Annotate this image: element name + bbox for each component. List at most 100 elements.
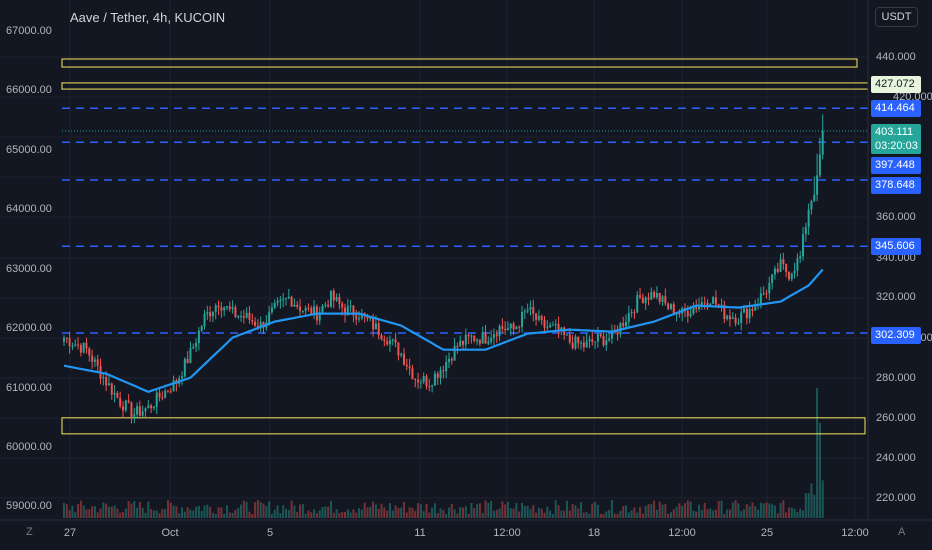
volume-bar	[734, 500, 737, 518]
volume-bar	[456, 513, 459, 518]
candle-body	[751, 309, 754, 311]
candle-body	[225, 306, 228, 308]
volume-bar	[428, 512, 431, 518]
volume-bar	[695, 511, 698, 518]
volume-bar	[124, 508, 127, 518]
candle-body	[301, 311, 304, 313]
candle-body	[346, 306, 349, 315]
volume-bar	[293, 505, 296, 518]
candle-body	[672, 304, 675, 315]
candle-body	[512, 323, 515, 330]
candle-body	[546, 327, 549, 329]
candle-body	[605, 340, 608, 346]
volume-bar	[211, 512, 214, 518]
volume-bar	[684, 503, 687, 518]
volume-bar	[773, 505, 776, 518]
price-tag-level: 345.606	[871, 238, 921, 255]
volume-bar	[759, 502, 762, 518]
volume-bar	[360, 509, 363, 518]
volume-bar	[450, 503, 453, 518]
candle-body	[338, 297, 341, 304]
volume-bar	[779, 502, 782, 518]
volume-bar	[807, 492, 810, 518]
candle-body	[717, 304, 720, 307]
candle-body	[782, 259, 785, 264]
volume-bar	[341, 511, 344, 518]
candle-body	[150, 405, 153, 409]
candle-body	[577, 336, 580, 344]
zoom-button[interactable]: Z	[26, 526, 33, 538]
right-axis-tick: 280.000	[876, 372, 916, 384]
volume-bar	[616, 513, 619, 518]
candle-body	[231, 307, 234, 310]
candle-body	[492, 334, 495, 339]
candle-body	[793, 270, 796, 274]
candle-body	[107, 383, 110, 386]
volume-bar	[397, 507, 400, 518]
volume-bar	[557, 505, 560, 518]
candle-body	[703, 302, 706, 304]
candle-body	[743, 308, 746, 313]
volume-bar	[77, 504, 80, 518]
volume-bar	[540, 508, 543, 518]
volume-bar	[310, 512, 313, 518]
price-tag-level: 378.648	[871, 177, 921, 194]
candle-body	[206, 312, 209, 314]
candle-body	[776, 268, 779, 272]
time-axis-tick: Oct	[161, 527, 179, 539]
candle-body	[411, 368, 414, 380]
volume-bar	[181, 507, 184, 518]
candle-body	[754, 306, 757, 311]
candle-body	[335, 297, 338, 301]
volume-bar	[703, 502, 706, 518]
volume-bar	[200, 510, 203, 518]
volume-bar	[681, 505, 684, 518]
candle-body	[506, 328, 509, 331]
candle-body	[388, 340, 391, 345]
candle-body	[796, 258, 799, 271]
currency-button[interactable]: USDT	[875, 7, 918, 27]
volume-bar	[717, 501, 720, 518]
candle-body	[762, 293, 765, 295]
volume-bar	[655, 509, 658, 518]
volume-bar	[186, 507, 189, 518]
volume-bar	[709, 508, 712, 518]
auto-scale-button[interactable]: A	[898, 526, 906, 538]
volume-bar	[585, 512, 588, 518]
time-axis-tick: 12:00	[493, 527, 521, 539]
price-tag-level: 302.309	[871, 327, 921, 344]
volume-bar	[315, 513, 318, 518]
candle-body	[273, 303, 276, 308]
volume-bar	[71, 505, 74, 518]
volume-bar	[743, 509, 746, 518]
candle-body	[259, 322, 262, 328]
candle-body	[439, 370, 442, 378]
candle-body	[197, 330, 200, 343]
volume-bar	[667, 513, 670, 518]
volume-bar	[473, 507, 476, 518]
candle-body	[588, 339, 591, 341]
candle-body	[419, 382, 422, 384]
candle-body	[473, 335, 476, 341]
candle-body	[501, 326, 504, 329]
volume-bar	[166, 500, 169, 518]
volume-bar	[818, 423, 821, 518]
candle-body	[773, 268, 776, 275]
candle-body	[765, 293, 768, 295]
volume-bar	[189, 509, 192, 518]
candle-body	[209, 312, 212, 317]
candle-body	[181, 376, 184, 379]
candle-body	[245, 312, 248, 318]
candle-body	[495, 334, 498, 337]
candle-body	[790, 273, 793, 280]
candle-body	[88, 348, 91, 356]
volume-bar	[810, 483, 813, 518]
volume-bar	[419, 504, 422, 518]
candle-body	[344, 307, 346, 315]
volume-bar	[521, 502, 524, 518]
volume-bar	[625, 505, 627, 518]
time-axis-tick: 25	[760, 527, 774, 539]
volume-bar	[349, 512, 352, 518]
candle-body	[810, 201, 813, 210]
